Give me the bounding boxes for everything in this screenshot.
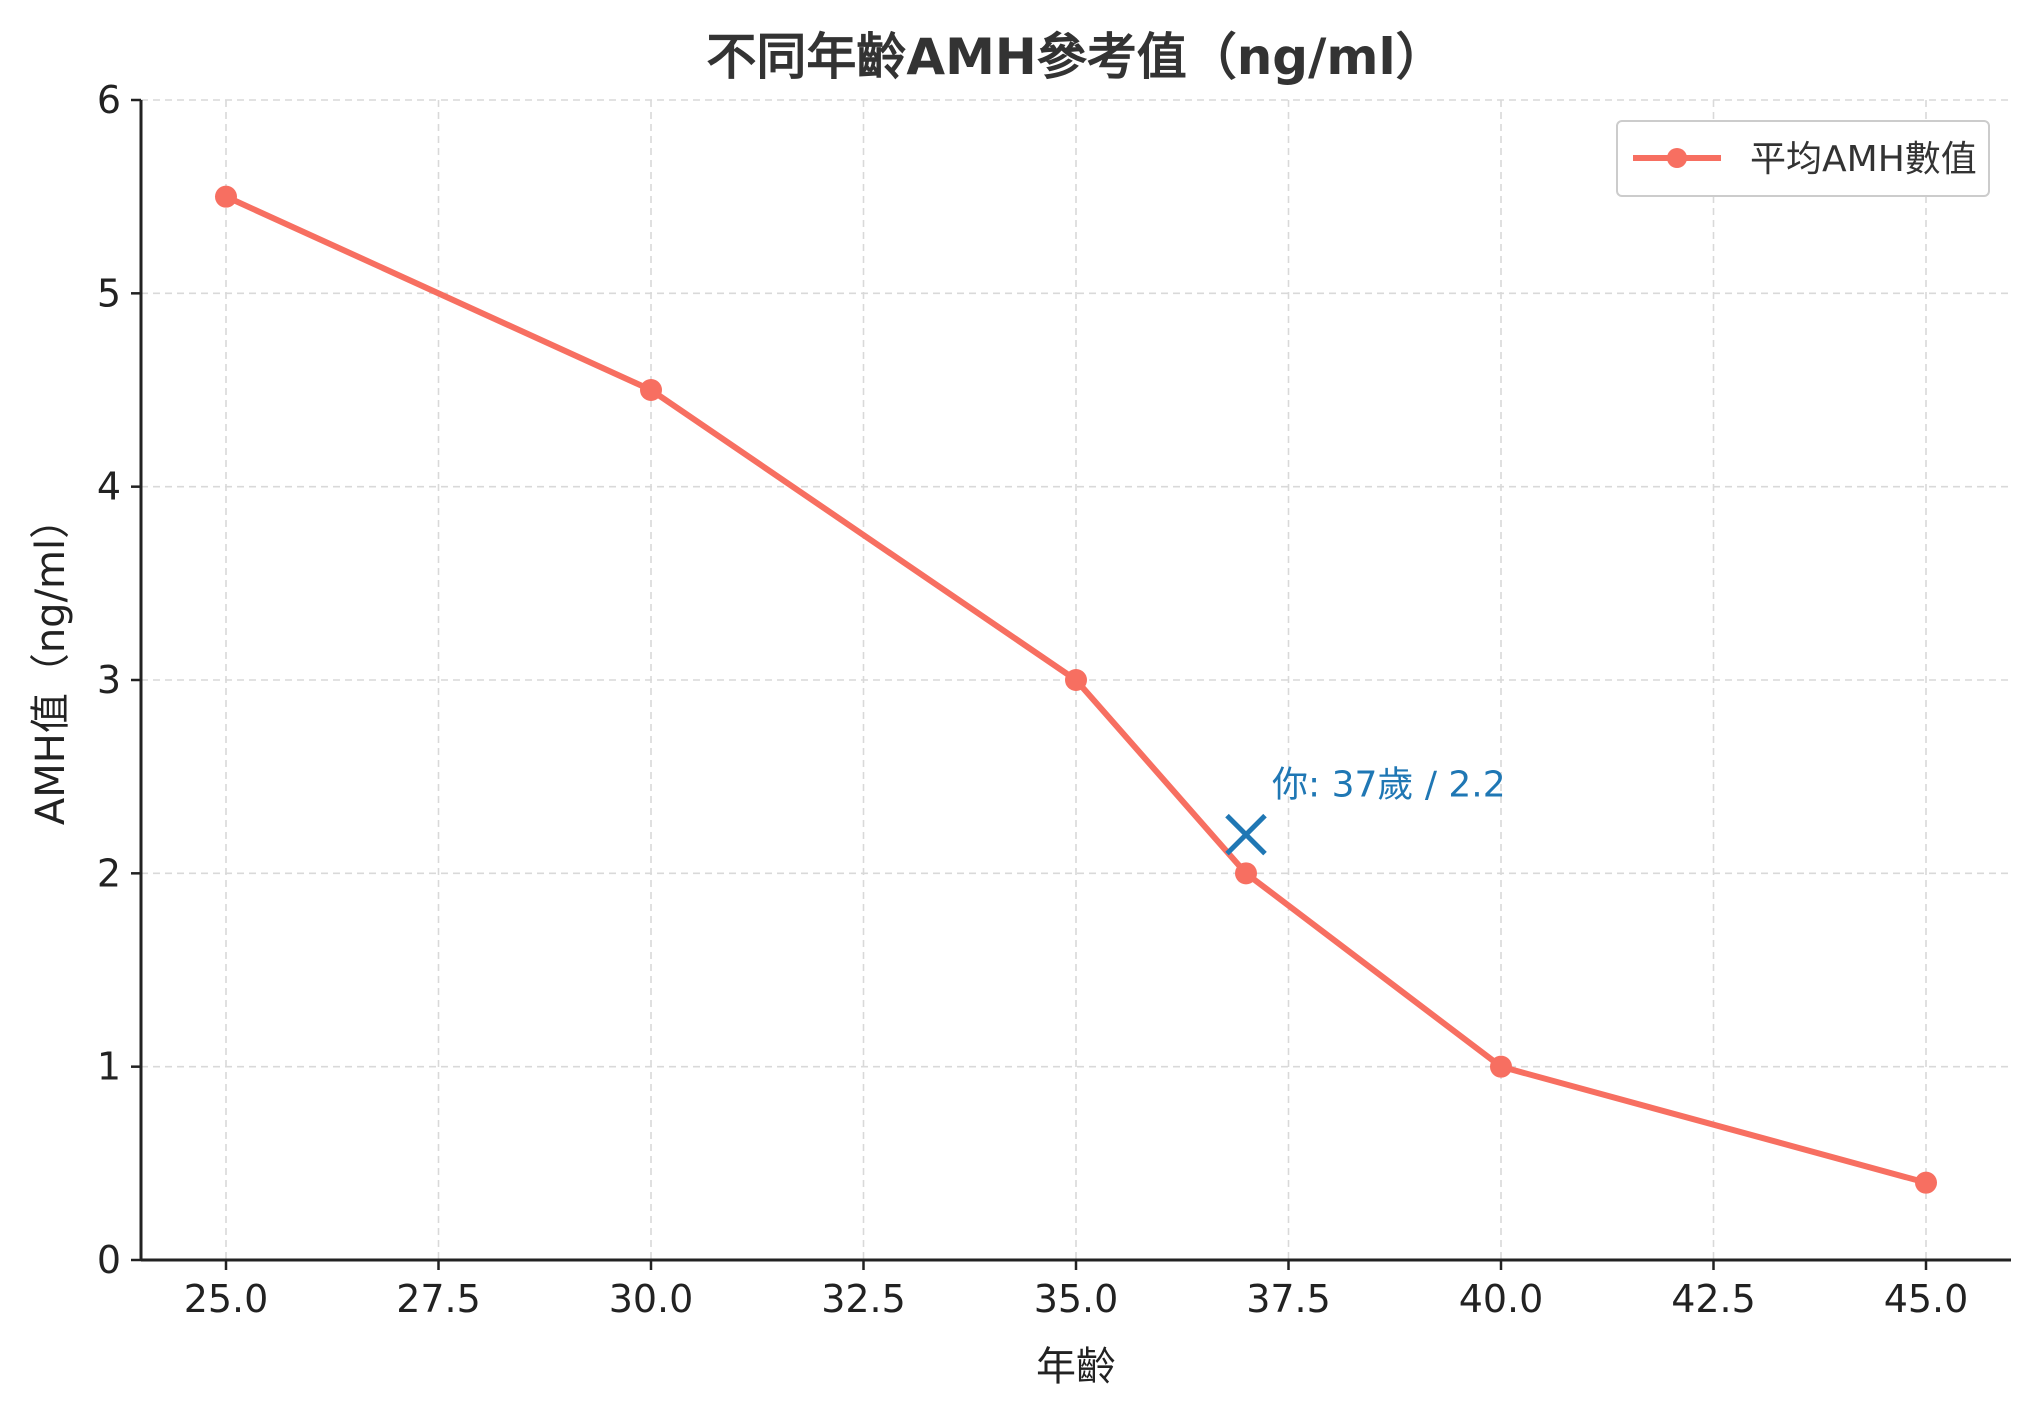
- x-tick-label: 27.5: [396, 1277, 481, 1321]
- axes: [131, 98, 2011, 1270]
- data-point: [640, 379, 662, 401]
- x-tick-label: 40.0: [1459, 1277, 1544, 1321]
- chart-title: 不同年齡AMH參考值（ng/ml）: [706, 28, 1445, 86]
- series-layer: [215, 185, 1937, 1194]
- y-axis-title: AMH值（ng/ml）: [28, 499, 74, 825]
- x-tick-label: 37.5: [1246, 1277, 1331, 1321]
- y-tick-label: 2: [97, 851, 121, 895]
- data-point: [1490, 1055, 1512, 1078]
- user-x-marker: [1225, 813, 1267, 856]
- data-point: [1915, 1171, 1937, 1194]
- data-point: [1065, 669, 1087, 691]
- data-point: [1235, 862, 1257, 885]
- x-tick-label: 35.0: [1034, 1277, 1119, 1321]
- y-tick-label: 1: [97, 1045, 121, 1089]
- y-tick-label: 4: [97, 465, 121, 509]
- legend: 平均AMH數值: [1616, 120, 1990, 197]
- y-tick-label: 0: [97, 1238, 121, 1282]
- series-line: [223, 193, 1929, 1186]
- x-axis-title: 年齡: [1036, 1344, 1116, 1390]
- x-tick-label: 42.5: [1671, 1277, 1756, 1321]
- tick-labels: 25.0 27.5 30.0 32.5 35.0 37.5 40.0 42.5 45.0 0 1 2 3…: [97, 78, 1968, 1321]
- x-tick-label: 25.0: [184, 1277, 269, 1321]
- legend-box: [1616, 120, 1990, 197]
- x-tick-label: 45.0: [1884, 1277, 1969, 1321]
- x-tick-label: 32.5: [821, 1277, 906, 1321]
- data-point: [215, 185, 237, 208]
- x-marker-stroke: [1225, 813, 1267, 856]
- y-tick-label: 3: [97, 658, 121, 702]
- annotation-layer: 你: 37歲 / 2.2: [1225, 765, 1506, 856]
- legend-label: 平均AMH數值: [1750, 139, 1977, 180]
- legend-marker: [1667, 148, 1687, 168]
- x-tick-label: 30.0: [609, 1277, 694, 1321]
- y-tick-label: 6: [97, 78, 121, 122]
- annotation-label: 你: 37歲 / 2.2: [1272, 765, 1506, 806]
- y-tick-label: 5: [97, 271, 121, 315]
